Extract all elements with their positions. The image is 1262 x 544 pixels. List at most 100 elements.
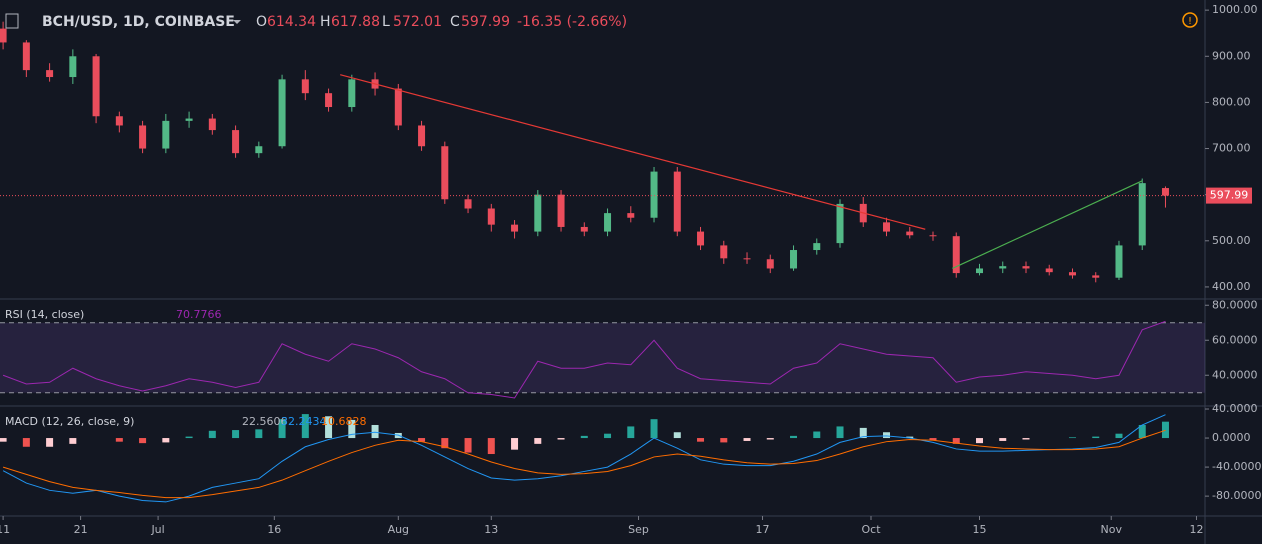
ohlc-letter: C: [450, 14, 460, 30]
last-price-label: 597.99: [1210, 189, 1249, 202]
macd-histogram-bar: [906, 436, 914, 439]
macd-histogram-bar: [255, 429, 263, 439]
x-tick-label: Nov: [1101, 523, 1123, 536]
candle-body: [952, 236, 960, 274]
candle-body: [46, 70, 54, 78]
y-tick-label: 900.00: [1212, 49, 1251, 62]
candle-body: [394, 88, 402, 126]
ohlc-letter: L: [382, 14, 390, 30]
candle-body: [906, 231, 914, 236]
macd-histogram-bar: [859, 427, 867, 439]
rsi-line: [2, 320, 1166, 399]
candle-body: [255, 146, 263, 154]
candle-body: [813, 243, 821, 251]
candle-body: [115, 116, 123, 126]
macd-histogram-bar: [69, 438, 77, 444]
candle-body: [441, 146, 449, 200]
x-tick-label: Jul: [150, 523, 164, 536]
x-tick-label: 11: [0, 523, 10, 536]
candle-body: [929, 235, 937, 237]
macd-histogram-bar: [697, 438, 705, 442]
indicator-value: 70.7766: [176, 308, 222, 321]
macd-histogram-bar: [278, 419, 286, 439]
ohlc-value: 572.01: [393, 14, 442, 30]
x-tick-label: Oct: [861, 523, 881, 536]
candle-body: [673, 171, 681, 232]
macd-line: [2, 429, 1166, 499]
macd-histogram-bar: [952, 438, 960, 444]
macd-histogram-bar: [720, 438, 728, 443]
symbol-dropdown[interactable]: [233, 20, 241, 24]
indicator-value: 22.5606: [242, 415, 288, 428]
macd-histogram-bar: [650, 419, 658, 439]
macd-histogram-bar: [511, 438, 519, 450]
candle-body: [534, 194, 542, 232]
x-tick-label: 16: [267, 523, 281, 536]
candle-body: [1022, 266, 1030, 269]
x-tick-label: 12: [1189, 523, 1203, 536]
macd-histogram-bar: [836, 426, 844, 439]
macd-histogram-bar: [557, 438, 565, 440]
macd-histogram-bar: [1022, 438, 1030, 440]
candle-body: [883, 222, 891, 232]
y-tick-label: 700.00: [1212, 142, 1251, 155]
macd-histogram-bar: [1115, 433, 1123, 439]
candle-body: [0, 28, 7, 43]
candle-body: [418, 125, 426, 147]
candle-body: [208, 118, 216, 131]
macd-histogram-bar: [441, 438, 449, 449]
menu-icon[interactable]: [5, 13, 19, 29]
candle-body: [464, 199, 472, 209]
macd-histogram-bar: [627, 426, 635, 439]
macd-histogram-bar: [790, 435, 798, 439]
macd-histogram-bar: [766, 438, 774, 440]
ohlc-value: 614.34: [267, 14, 316, 30]
x-tick-label: 17: [756, 523, 770, 536]
candle-body: [720, 245, 728, 259]
y-tick-label: 0.0000: [1212, 431, 1251, 444]
y-tick-label: 1000.00: [1212, 3, 1258, 16]
x-tick-label: 15: [972, 523, 986, 536]
candle-body: [487, 208, 495, 225]
candle-body: [627, 213, 635, 218]
candle-body: [301, 79, 309, 94]
y-tick-label: 500.00: [1212, 234, 1251, 247]
macd-histogram-bar: [743, 438, 751, 441]
macd-histogram-bar: [813, 431, 821, 439]
macd-histogram-bar: [162, 438, 170, 443]
trend-line: [340, 74, 926, 230]
y-tick-label: 800.00: [1212, 95, 1251, 108]
candle-body: [139, 125, 147, 149]
macd-histogram-bar: [325, 416, 333, 439]
x-tick-label: 13: [484, 523, 498, 536]
candle-body: [604, 213, 612, 232]
macd-histogram-bar: [1068, 437, 1076, 439]
macd-histogram-bar: [604, 433, 612, 439]
candle-body: [1161, 188, 1169, 196]
candle-body: [1138, 183, 1146, 246]
indicator-value: 32.2434: [281, 415, 327, 428]
candle-body: [348, 79, 356, 108]
ohlc-letter: O: [256, 14, 267, 30]
macd-histogram-bar: [580, 435, 588, 439]
x-tick-label: Aug: [388, 523, 409, 536]
y-tick-label: 40.0000: [1212, 402, 1258, 415]
macd-histogram-bar: [487, 438, 495, 455]
y-tick-label: -80.0000: [1212, 489, 1261, 502]
macd-histogram-bar: [115, 438, 123, 442]
macd-histogram-bar: [975, 438, 983, 444]
indicator-value: 10.6828: [321, 415, 367, 428]
candle-body: [999, 266, 1007, 269]
candle-body: [580, 226, 588, 232]
macd-histogram-bar: [348, 419, 356, 439]
x-tick-label: Sep: [628, 523, 649, 536]
candle-body: [975, 268, 983, 274]
candle-body: [743, 258, 751, 260]
y-tick-label: -40.0000: [1212, 460, 1261, 473]
indicator-name: MACD (12, 26, close, 9): [5, 415, 134, 428]
candle-body: [162, 120, 170, 149]
macd-histogram-bar: [301, 414, 309, 439]
y-tick-label: 80.0000: [1212, 298, 1258, 311]
warning-icon[interactable]: [1182, 12, 1198, 28]
macd-histogram-bar: [1092, 436, 1100, 439]
